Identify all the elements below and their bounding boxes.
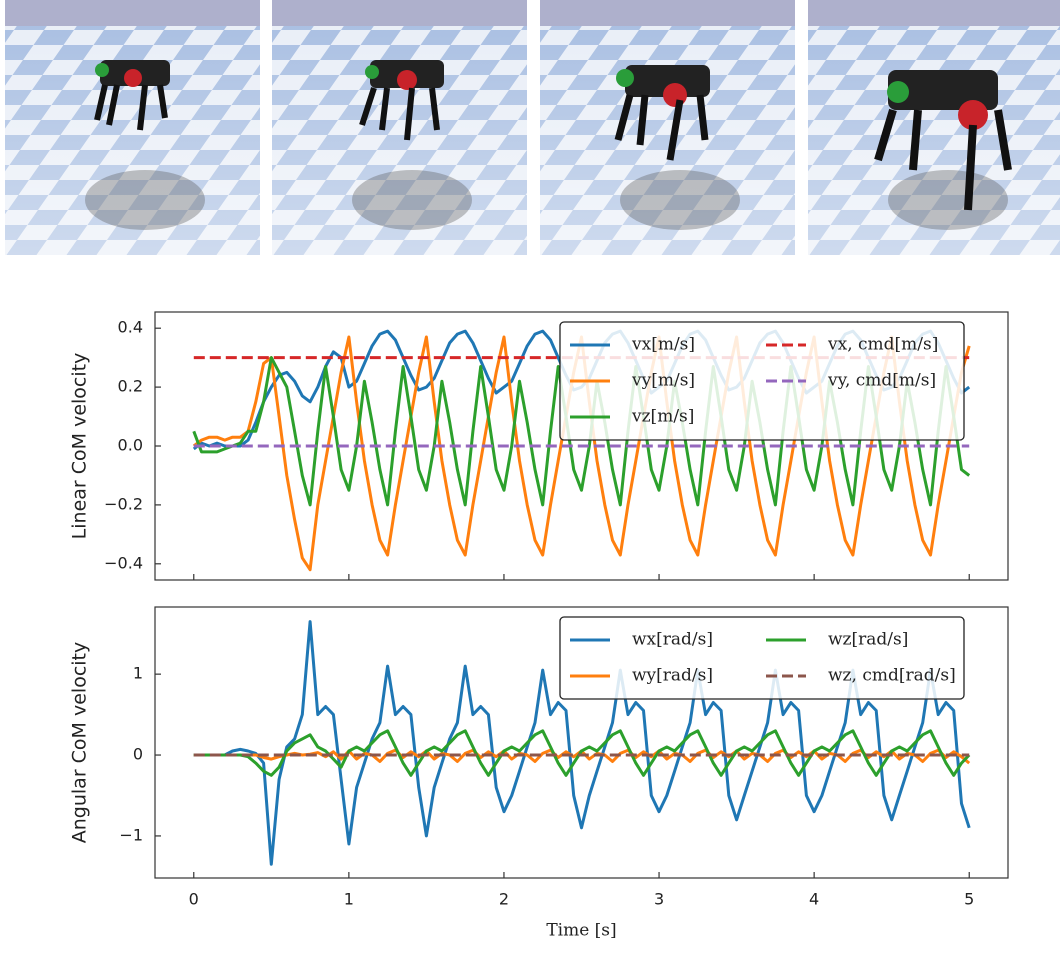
y-tick-label: 0.4 (118, 318, 143, 337)
legend-label: vy[m/s] (631, 371, 695, 391)
x-tick-label: 0 (189, 890, 199, 909)
legend-label: vx[m/s] (631, 335, 695, 355)
x-tick-label: 3 (654, 890, 664, 909)
snapshots (5, 0, 1060, 255)
snapshot (272, 0, 527, 255)
x-tick-label: 4 (809, 890, 819, 909)
snapshot (5, 0, 260, 255)
y-tick-label: −0.2 (104, 494, 143, 513)
legend: wx[rad/s] wy[rad/s] wz[rad/s] wz, cmd[rad/s… (560, 617, 964, 699)
x-tick-label: 1 (344, 890, 354, 909)
y-tick-label: −1 (119, 825, 143, 844)
legend-label: wz, cmd[rad/s] (828, 666, 956, 686)
y-tick-label: 0 (133, 745, 143, 764)
legend-label: vx, cmd[m/s] (827, 335, 938, 355)
snapshot (808, 0, 1060, 255)
legend-label: wx[rad/s] (632, 630, 713, 650)
y-axis-label: Angular CoM velocity (69, 642, 91, 844)
legend-label: wy[rad/s] (632, 666, 713, 686)
y-tick-label: 0.0 (118, 436, 143, 455)
x-tick-label: 2 (499, 890, 509, 909)
legend: vx[m/s] vy[m/s] vz[m/s] vx, cmd[m/s] vy, cmd… (560, 322, 964, 440)
y-axis-label: Linear CoM velocity (69, 353, 91, 540)
legend-label: vz[m/s] (631, 407, 694, 427)
x-axis-label: Time [s] (546, 921, 616, 941)
y-tick-label: −0.4 (104, 553, 143, 572)
legend-label: vy, cmd[m/s] (827, 371, 936, 391)
x-tick-label: 5 (964, 890, 974, 909)
snapshot (540, 0, 795, 255)
y-tick-label: 0.2 (118, 377, 143, 396)
y-tick-label: 1 (133, 664, 143, 683)
chart: −0.4 −0.2 0.0 0.2 0.4 Linear CoM velocity vx[m… (69, 312, 1009, 580)
figure: −0.4 −0.2 0.0 0.2 0.4 Linear CoM velocity vx[m… (0, 0, 1060, 949)
chart: −1 0 1 0 1 2 3 4 5 Angular CoM velocity Time [s] wx… (69, 607, 1009, 941)
legend-label: wz[rad/s] (828, 630, 908, 650)
